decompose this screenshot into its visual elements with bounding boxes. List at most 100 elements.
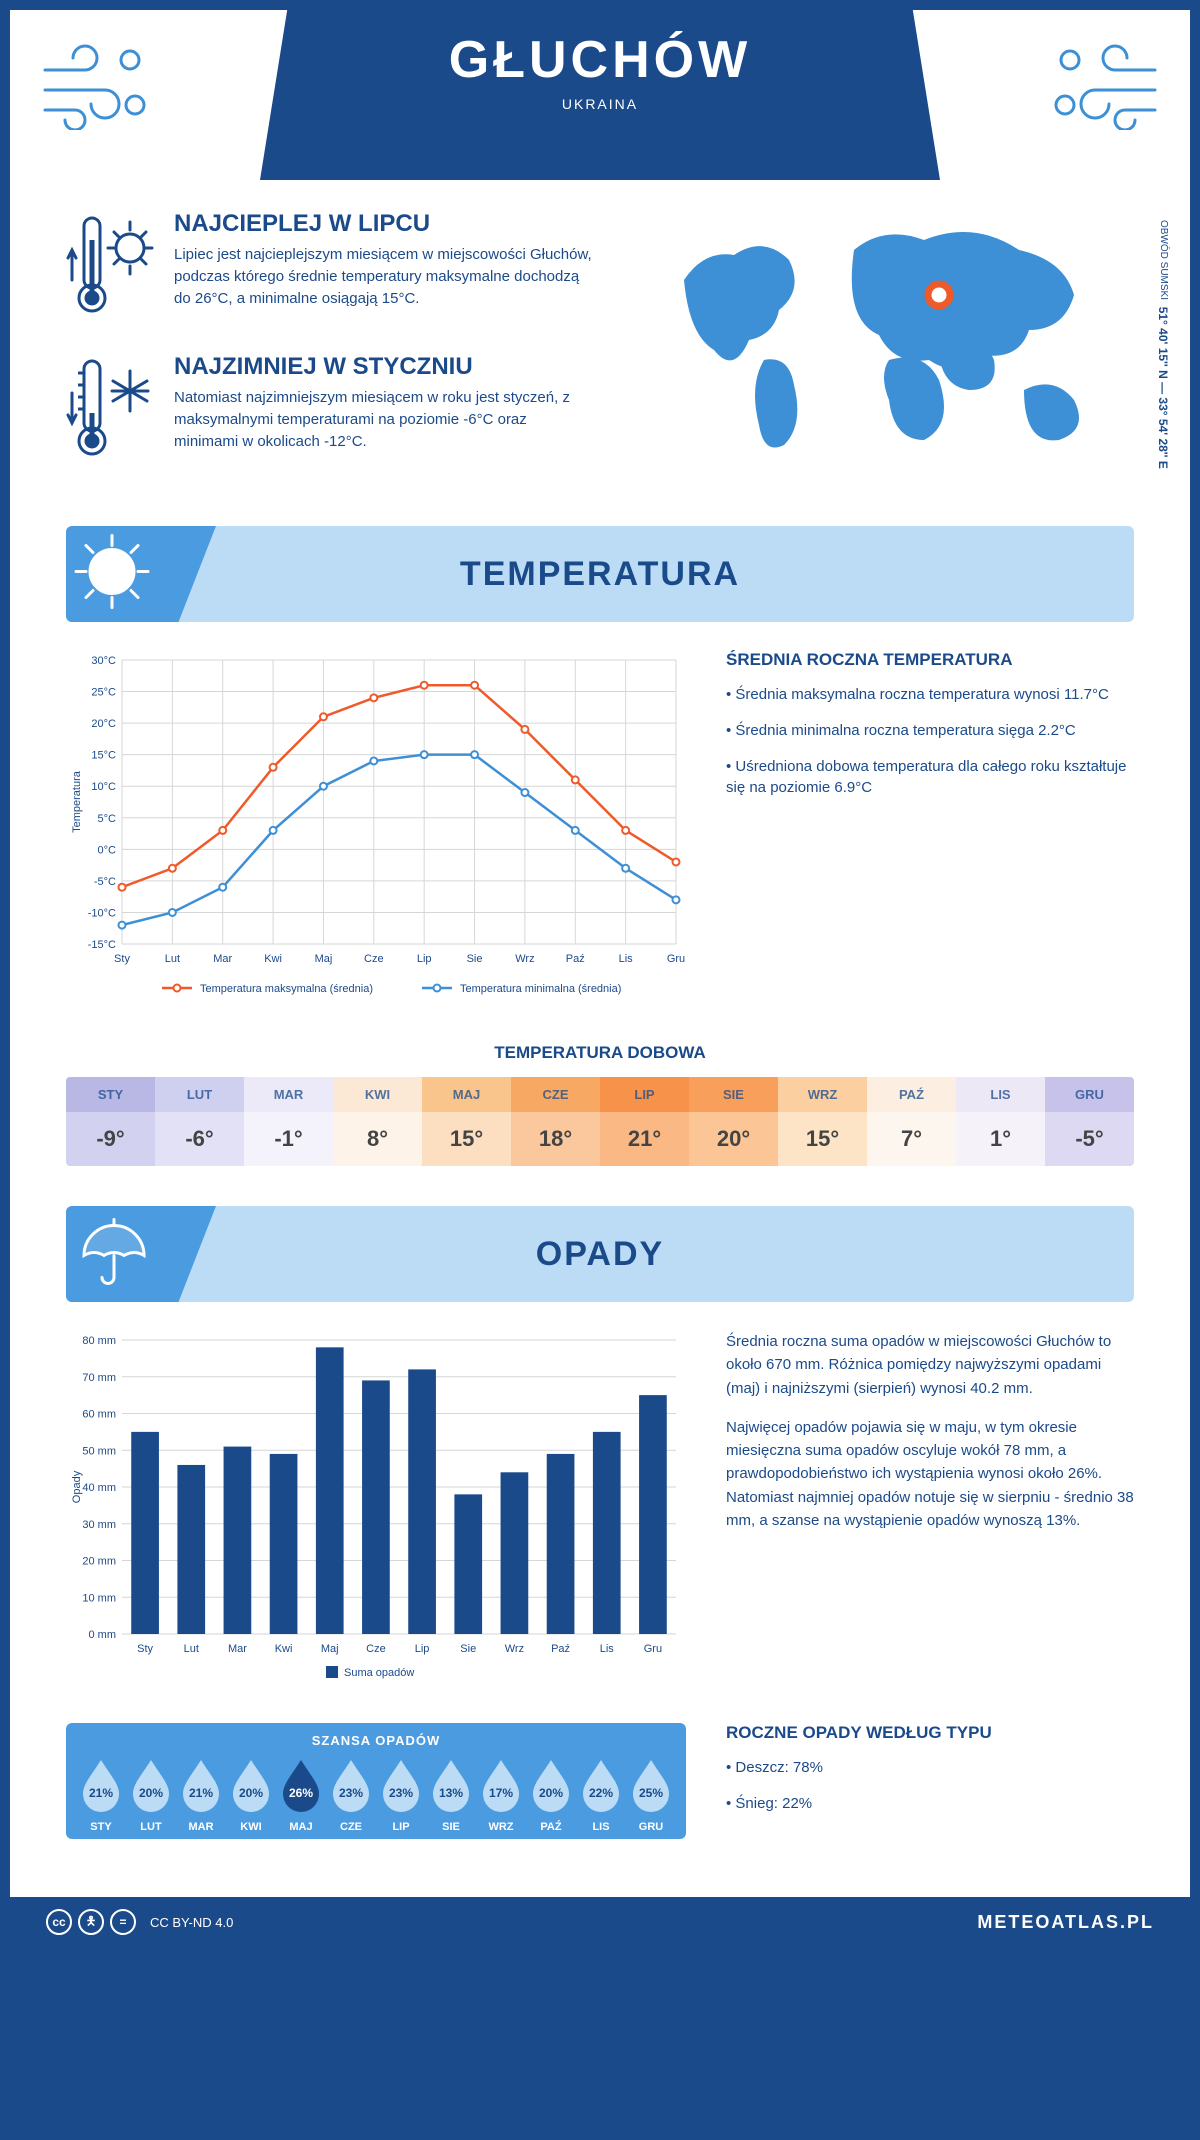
umbrella-icon [72,1212,152,1297]
temperature-summary: ŚREDNIA ROCZNA TEMPERATURA Średnia maksy… [726,650,1134,1015]
daily-col: STY-9° [66,1077,155,1166]
svg-text:Paź: Paź [551,1643,570,1655]
coordinates: OBWÓD SUMSKI 51° 40' 15'' N — 33° 54' 28… [1156,220,1170,469]
chance-drop: 17%WRZ [478,1758,524,1833]
fact-coldest: NAJZIMNIEJ W STYCZNIU Natomiast najzimni… [66,353,614,468]
country-name: UKRAINA [260,96,940,112]
svg-text:70 mm: 70 mm [82,1372,116,1384]
nd-icon: = [110,1909,136,1935]
svg-text:Maj: Maj [321,1643,339,1655]
thermometer-hot-icon [66,210,156,325]
svg-text:Mar: Mar [213,953,232,965]
title-banner: GŁUCHÓW UKRAINA [260,10,940,180]
svg-text:0°C: 0°C [98,844,117,856]
license-text: CC BY-ND 4.0 [150,1915,233,1930]
daily-col: LUT-6° [155,1077,244,1166]
svg-text:Cze: Cze [364,953,384,965]
svg-text:Cze: Cze [366,1643,386,1655]
svg-text:Suma opadów: Suma opadów [344,1667,414,1679]
world-map: OBWÓD SUMSKI 51° 40' 15'' N — 33° 54' 28… [654,210,1134,496]
thermometer-cold-icon [66,353,156,468]
section-precip-banner: OPADY [66,1206,1134,1302]
svg-text:15°C: 15°C [91,750,116,762]
header: GŁUCHÓW UKRAINA [10,10,1190,180]
cc-icon: cc [46,1909,72,1935]
chance-drop: 21%STY [78,1758,124,1833]
section-title: TEMPERATURA [460,555,740,594]
svg-text:21%: 21% [89,1786,113,1800]
license: cc 🯅 = CC BY-ND 4.0 [46,1909,233,1935]
footer: cc 🯅 = CC BY-ND 4.0 METEOATLAS.PL [10,1897,1190,1947]
precip-type-item: Deszcz: 78% [726,1757,1134,1779]
svg-text:30 mm: 30 mm [82,1519,116,1531]
svg-text:Maj: Maj [315,953,333,965]
fact-hot-text: Lipiec jest najcieplejszym miesiącem w m… [174,244,594,309]
chance-drop: 22%LIS [578,1758,624,1833]
temp-stat-item: Średnia maksymalna roczna temperatura wy… [726,684,1134,706]
svg-text:23%: 23% [339,1786,363,1800]
svg-text:Opady: Opady [71,1470,83,1503]
svg-text:Sie: Sie [460,1643,476,1655]
daily-col: WRZ15° [778,1077,867,1166]
temp-stat-item: Średnia minimalna roczna temperatura się… [726,720,1134,742]
chance-drop: 26%MAJ [278,1758,324,1833]
city-name: GŁUCHÓW [260,30,940,90]
chance-drop: 21%MAR [178,1758,224,1833]
site-name: METEOATLAS.PL [977,1912,1154,1933]
svg-text:10°C: 10°C [91,781,116,793]
daily-col: PAŹ7° [867,1077,956,1166]
svg-text:17%: 17% [489,1786,513,1800]
daily-col: SIE20° [689,1077,778,1166]
fact-hot-title: NAJCIEPLEJ W LIPCU [174,210,594,238]
svg-text:21%: 21% [189,1786,213,1800]
precip-type-item: Śnieg: 22% [726,1793,1134,1815]
svg-text:20 mm: 20 mm [82,1556,116,1568]
svg-text:50 mm: 50 mm [82,1445,116,1457]
svg-text:-10°C: -10°C [88,907,116,919]
svg-text:Sie: Sie [467,953,483,965]
daily-col: GRU-5° [1045,1077,1134,1166]
svg-text:Lut: Lut [165,953,180,965]
fact-cold-title: NAJZIMNIEJ W STYCZNIU [174,353,594,381]
svg-text:-15°C: -15°C [88,939,116,951]
svg-text:20%: 20% [139,1786,163,1800]
fact-hottest: NAJCIEPLEJ W LIPCU Lipiec jest najcieple… [66,210,614,325]
svg-text:Wrz: Wrz [505,1643,524,1655]
svg-text:20%: 20% [539,1786,563,1800]
svg-text:Lut: Lut [184,1643,199,1655]
daily-col: MAJ15° [422,1077,511,1166]
chance-drop: 20%LUT [128,1758,174,1833]
svg-text:Wrz: Wrz [515,953,534,965]
svg-text:Lis: Lis [600,1643,615,1655]
temperature-line-chart: -15°C-10°C-5°C0°C5°C10°C15°C20°C25°C30°C… [66,650,686,1015]
svg-text:80 mm: 80 mm [82,1335,116,1347]
daily-temp-table: STY-9°LUT-6°MAR-1°KWI8°MAJ15°CZE18°LIP21… [66,1077,1134,1166]
precip-p2: Najwięcej opadów pojawia się w maju, w t… [726,1416,1134,1532]
temp-stat-item: Uśredniona dobowa temperatura dla całego… [726,756,1134,800]
chance-drop: 13%SIE [428,1758,474,1833]
svg-text:Lip: Lip [417,953,432,965]
svg-text:0 mm: 0 mm [89,1629,117,1641]
by-icon: 🯅 [78,1909,104,1935]
daily-col: LIP21° [600,1077,689,1166]
svg-text:25%: 25% [639,1786,663,1800]
svg-text:Kwi: Kwi [275,1643,293,1655]
section-title: OPADY [536,1235,664,1274]
svg-text:30°C: 30°C [91,655,116,667]
svg-text:13%: 13% [439,1786,463,1800]
precipitation-summary: Średnia roczna suma opadów w miejscowośc… [726,1330,1134,1695]
chance-title: SZANSA OPADÓW [78,1733,674,1748]
svg-text:25°C: 25°C [91,687,116,699]
svg-text:Lis: Lis [619,953,634,965]
svg-text:22%: 22% [589,1786,613,1800]
svg-text:-5°C: -5°C [94,876,116,888]
svg-text:Sty: Sty [114,953,130,965]
precip-by-type: ROCZNE OPADY WEDŁUG TYPU Deszcz: 78% Śnie… [726,1723,1134,1839]
chance-drop: 20%KWI [228,1758,274,1833]
chance-drop: 23%LIP [378,1758,424,1833]
temp-side-title: ŚREDNIA ROCZNA TEMPERATURA [726,650,1134,670]
precip-p1: Średnia roczna suma opadów w miejscowośc… [726,1330,1134,1400]
daily-col: MAR-1° [244,1077,333,1166]
precip-type-title: ROCZNE OPADY WEDŁUG TYPU [726,1723,1134,1743]
svg-text:20%: 20% [239,1786,263,1800]
